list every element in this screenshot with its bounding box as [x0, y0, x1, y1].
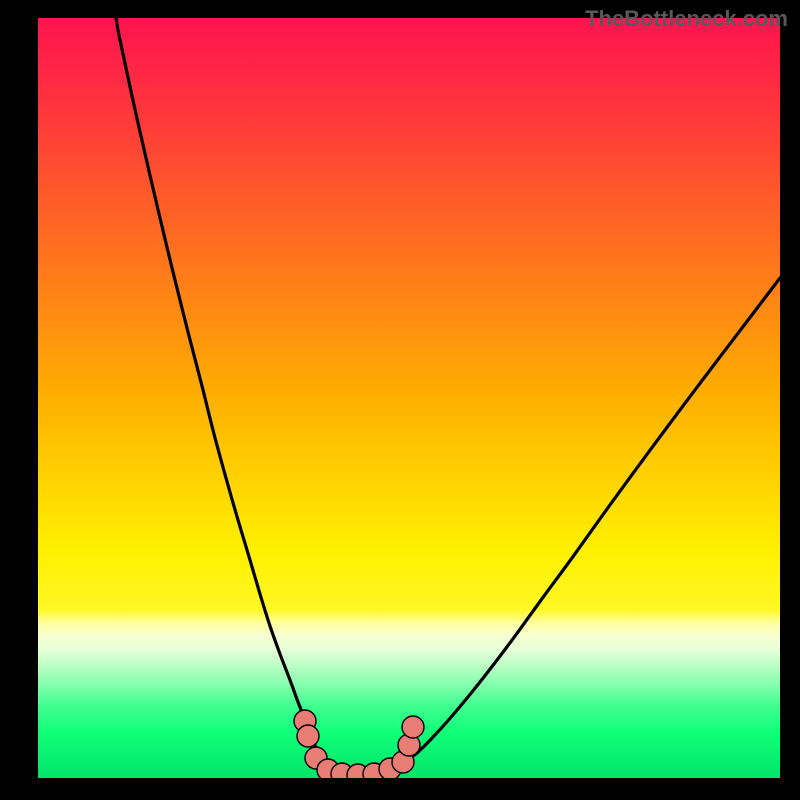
plot-area [38, 18, 780, 778]
marker-dot [402, 716, 424, 738]
bottleneck-chart [38, 18, 780, 778]
marker-dot [297, 725, 319, 747]
gradient-background [38, 18, 780, 778]
watermark-text: TheBottleneck.com [585, 6, 788, 32]
chart-canvas: TheBottleneck.com [0, 0, 800, 800]
